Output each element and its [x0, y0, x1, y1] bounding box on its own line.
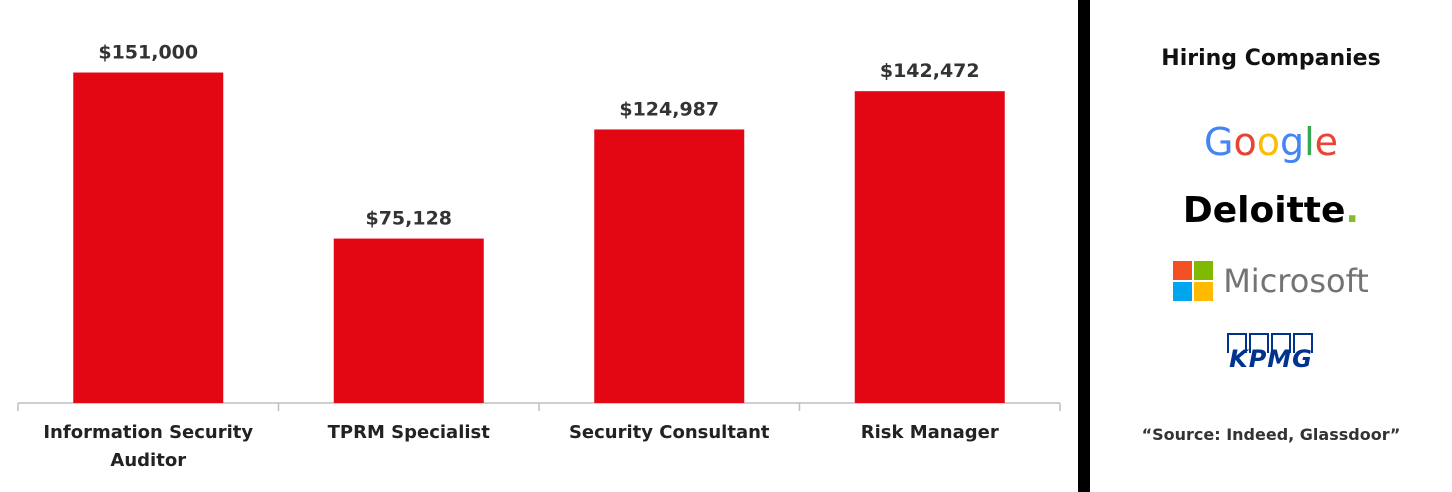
- x-tick-label: TPRM Specialist: [328, 422, 491, 443]
- hiring-companies-panel: Hiring Companies Google Deloitte. Micros…: [1090, 0, 1452, 492]
- salary-bar-chart: $151,000 Information Security Auditor $75,1…: [17, 42, 1061, 471]
- x-tick-label: Auditor: [110, 450, 186, 471]
- google-logo-letter: l: [1304, 120, 1315, 164]
- google-logo-letter: e: [1314, 120, 1339, 164]
- microsoft-logo-text: Microsoft: [1223, 262, 1369, 300]
- kpmg-logo-text: KPMG: [1229, 345, 1313, 373]
- bar: [333, 238, 484, 403]
- bar: [73, 72, 224, 404]
- bar: [594, 129, 745, 403]
- deloitte-logo-dot: .: [1345, 190, 1360, 231]
- bar-value-label: $124,987: [619, 98, 719, 120]
- microsoft-windows-icon: [1173, 261, 1214, 301]
- x-tick-label: Security Consultant: [569, 422, 770, 443]
- kpmg-boxes-icon: [1227, 333, 1313, 353]
- deloitte-logo: Deloitte.: [1090, 190, 1452, 231]
- google-logo-letter: G: [1203, 120, 1234, 164]
- google-logo-letter: o: [1233, 120, 1257, 164]
- bar-value-label: $142,472: [880, 60, 980, 82]
- bar-value-label: $75,128: [365, 208, 452, 230]
- hiring-companies-title: Hiring Companies: [1161, 46, 1381, 71]
- google-logo: Google: [1090, 120, 1452, 164]
- vertical-divider: [1078, 0, 1090, 492]
- x-tick-label: Risk Manager: [861, 422, 999, 443]
- deloitte-logo-text: Deloitte: [1182, 190, 1346, 231]
- google-logo-letter: g: [1279, 120, 1305, 164]
- source-note: “Source: Indeed, Glassdoor”: [1141, 425, 1401, 444]
- google-logo-letter: o: [1256, 120, 1280, 164]
- bar: [854, 91, 1005, 403]
- kpmg-logo: KPMG: [1090, 333, 1452, 375]
- x-tick-label: Information Security: [43, 422, 253, 443]
- microsoft-logo: Microsoft: [1090, 260, 1452, 302]
- bar-value-label: $151,000: [98, 42, 198, 64]
